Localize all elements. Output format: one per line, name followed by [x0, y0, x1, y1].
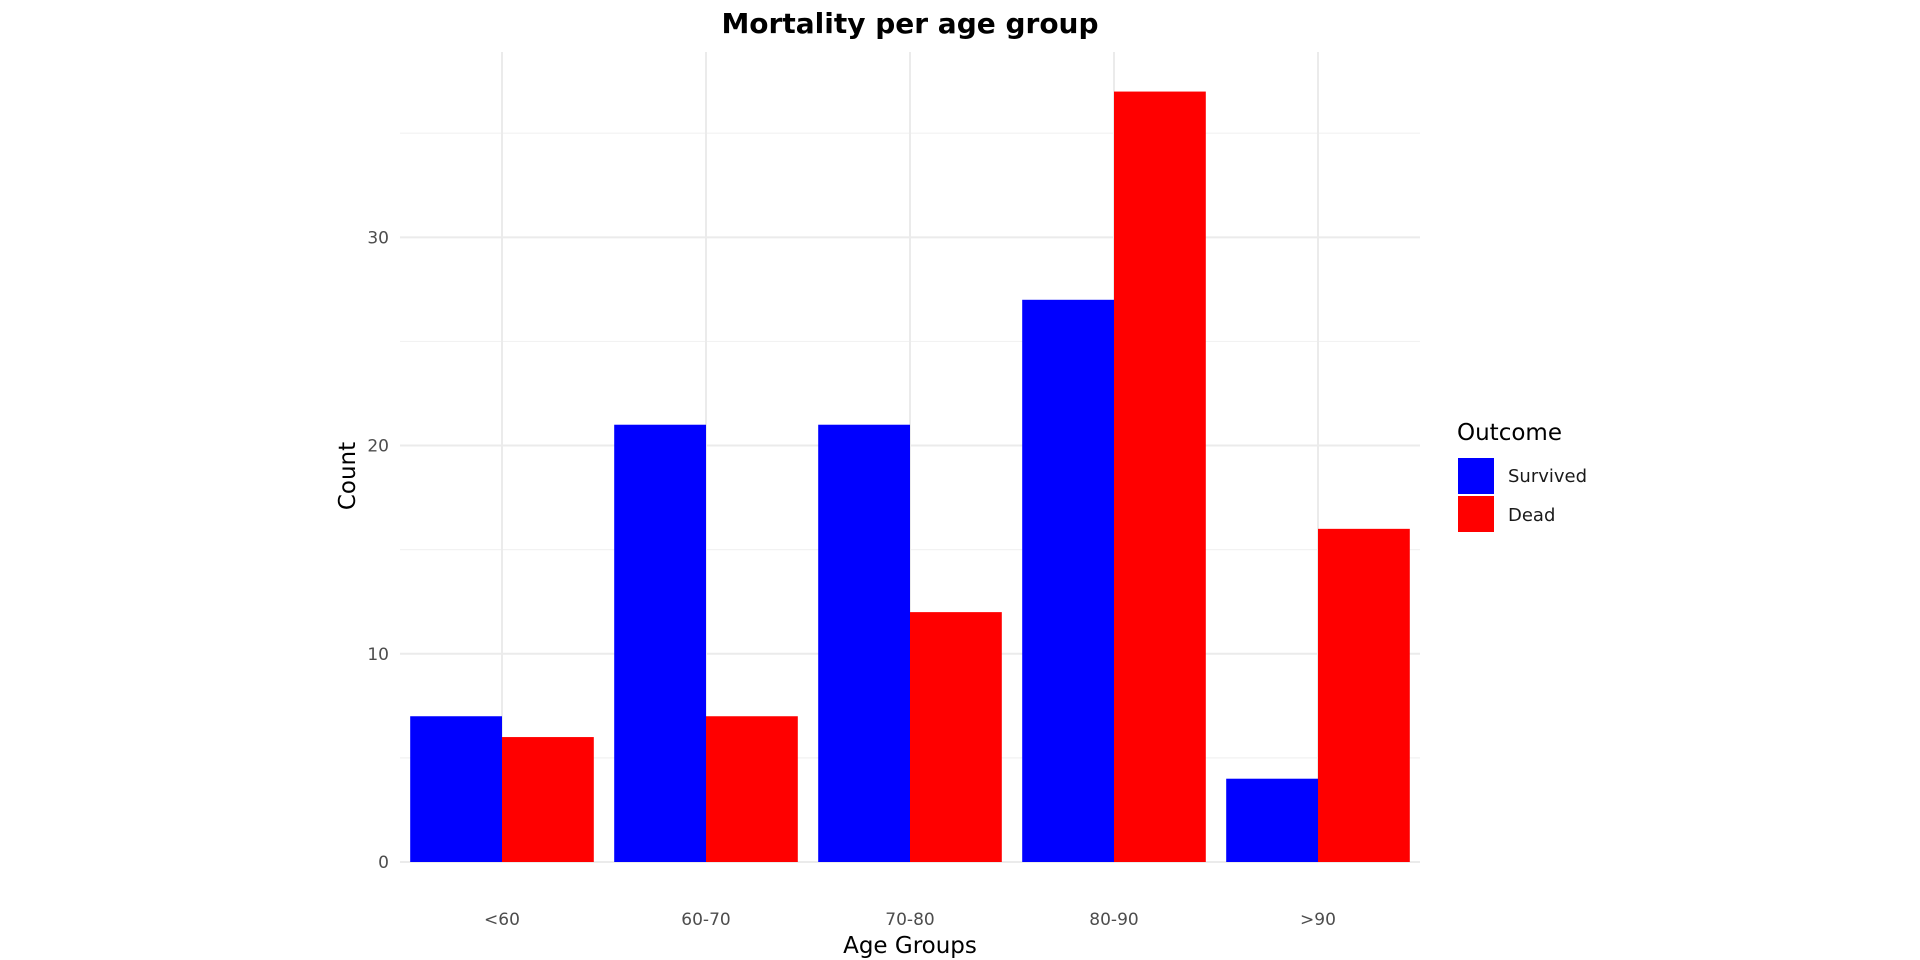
- y-tick-label: 0: [378, 853, 389, 873]
- bar-dead-1: [706, 716, 798, 862]
- bar-survived-0: [410, 716, 502, 862]
- bar-survived-1: [614, 424, 706, 862]
- tick-labels-layer: 0 10 20 30 <60 60-70 70-80 80-90 >90: [367, 228, 1336, 930]
- chart-title: Mortality per age group: [721, 7, 1098, 40]
- bar-dead-0: [502, 737, 594, 862]
- bars-layer: [410, 91, 1410, 863]
- legend-label-survived: Survived: [1508, 466, 1587, 487]
- bar-dead-2: [910, 612, 1002, 862]
- legend: Outcome Survived Dead: [1457, 420, 1587, 532]
- bar-survived-4: [1226, 778, 1318, 862]
- y-tick-label: 30: [367, 228, 389, 248]
- x-tick-label: 80-90: [1089, 910, 1138, 930]
- y-tick-label: 20: [367, 437, 389, 457]
- x-axis-title: Age Groups: [843, 933, 977, 959]
- x-tick-label: <60: [484, 910, 520, 930]
- bar-dead-3: [1114, 91, 1206, 862]
- y-tick-label: 10: [367, 645, 389, 665]
- y-axis-title: Count: [335, 442, 361, 510]
- legend-label-dead: Dead: [1508, 505, 1555, 526]
- legend-title: Outcome: [1457, 420, 1562, 446]
- x-tick-label: 60-70: [681, 910, 730, 930]
- x-tick-label: 70-80: [885, 910, 934, 930]
- x-tick-label: >90: [1300, 910, 1336, 930]
- bar-dead-4: [1318, 528, 1410, 862]
- legend-key-dead: [1458, 496, 1494, 532]
- legend-key-survived: [1458, 458, 1494, 494]
- bar-survived-2: [818, 424, 910, 862]
- bar-survived-3: [1022, 299, 1114, 863]
